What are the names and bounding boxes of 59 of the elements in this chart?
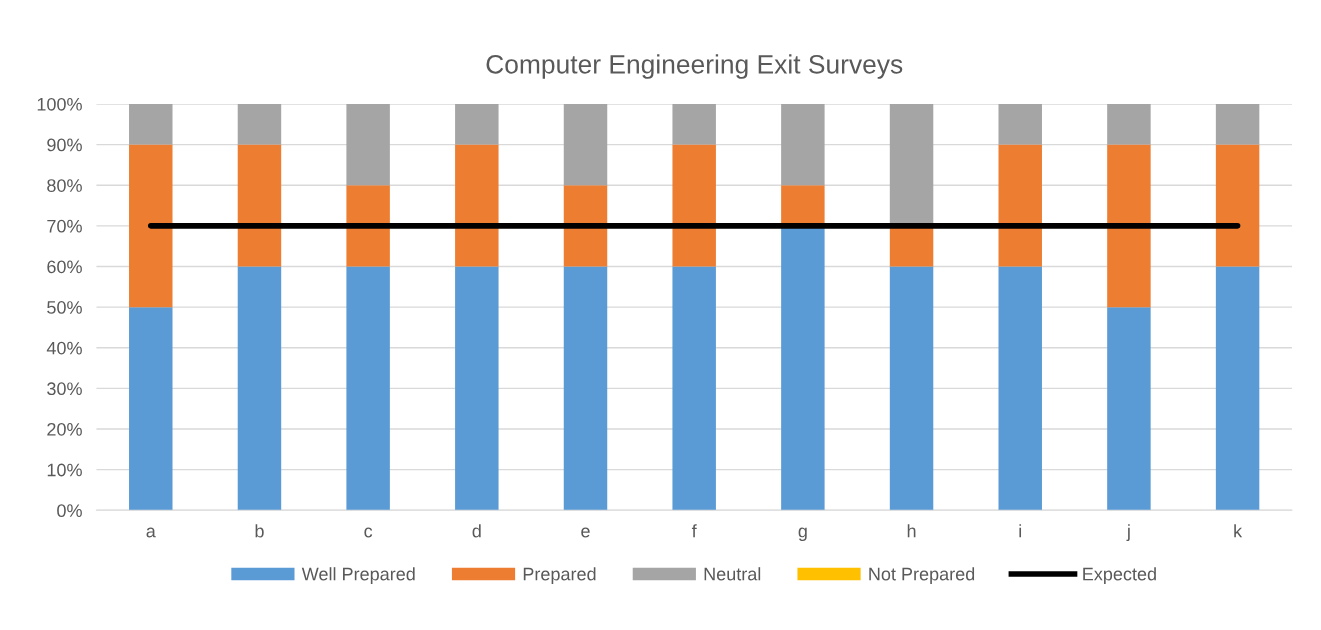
bar <box>455 266 499 511</box>
bar <box>1215 144 1260 267</box>
x-tick-label: j <box>1126 524 1130 542</box>
bar <box>889 266 934 511</box>
x-tick-label: d <box>472 524 481 538</box>
y-tick-label: 70% <box>47 219 82 233</box>
y-tick-label: 60% <box>47 260 82 274</box>
bar <box>998 103 1042 145</box>
y-tick-label: 0% <box>57 504 82 518</box>
bar <box>129 307 173 511</box>
bar <box>1215 266 1260 511</box>
y-tick-label: 30% <box>47 382 82 396</box>
bar <box>237 144 282 267</box>
legend-label: Well Prepared <box>301 567 415 585</box>
x-tick-label: c <box>364 527 373 538</box>
x-tick-label: i <box>1019 524 1022 538</box>
y-tick-label: 50% <box>47 301 82 314</box>
bar <box>129 103 173 145</box>
bar <box>346 266 390 511</box>
y-tick-label: 20% <box>47 422 82 436</box>
y-tick-label: 90% <box>47 138 82 152</box>
y-tick-label: 40% <box>46 341 82 355</box>
y-tick-label: 10% <box>47 463 82 477</box>
x-tick-label: f <box>691 524 697 538</box>
bar <box>1107 103 1151 145</box>
bar <box>672 103 716 145</box>
bar <box>237 266 282 511</box>
y-tick-label: 80% <box>47 179 82 192</box>
x-tick-label: e <box>581 527 590 538</box>
y-tick-label: 100% <box>37 97 82 111</box>
x-tick-label: g <box>798 527 807 542</box>
legend-label: Neutral <box>704 567 761 581</box>
bar <box>781 103 825 186</box>
bar <box>346 185 390 267</box>
bar <box>563 103 608 186</box>
x-tick-label: b <box>255 524 264 538</box>
legend-label: Not Prepared <box>869 567 975 585</box>
bar <box>998 144 1042 267</box>
bar <box>672 266 716 511</box>
legend-label: Expected <box>1083 567 1156 585</box>
bar <box>1107 307 1151 511</box>
bar <box>129 144 173 308</box>
x-tick-label: k <box>1234 524 1243 538</box>
bar <box>1107 144 1151 308</box>
bar <box>237 103 282 145</box>
x-tick-label: h <box>907 524 916 538</box>
bar <box>455 144 499 267</box>
legend-label: Prepared <box>523 567 596 585</box>
bar <box>455 103 499 145</box>
bar <box>889 103 934 226</box>
chart-title: Computer Engineering Exit Surveys <box>486 54 903 79</box>
bar <box>563 266 608 511</box>
bar <box>1215 103 1260 145</box>
bar <box>998 266 1042 511</box>
bar <box>781 185 825 226</box>
x-tick-label: a <box>146 527 156 538</box>
bar <box>346 103 390 186</box>
bar <box>672 144 716 267</box>
bar <box>563 185 608 267</box>
